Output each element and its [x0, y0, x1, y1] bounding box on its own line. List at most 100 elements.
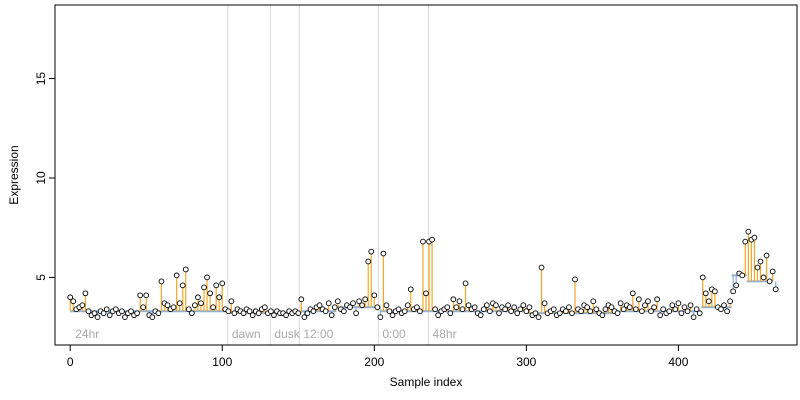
- data-point: [158, 278, 165, 285]
- data-point: [453, 304, 460, 311]
- y-tick-label: 15: [34, 72, 48, 86]
- data-point: [763, 252, 770, 259]
- data-point: [514, 310, 521, 317]
- data-point: [450, 296, 457, 303]
- data-point: [365, 258, 372, 265]
- data-point: [541, 300, 548, 307]
- data-point: [657, 312, 664, 319]
- data-point: [456, 298, 463, 305]
- y-axis-label: Expression: [7, 145, 21, 204]
- data-point: [176, 300, 183, 307]
- data-point: [155, 310, 162, 317]
- data-point: [526, 304, 533, 311]
- data-point: [678, 310, 685, 317]
- data-point: [608, 304, 615, 311]
- data-point: [386, 308, 393, 315]
- data-point: [681, 304, 688, 311]
- data-point: [179, 282, 186, 289]
- data-point: [414, 304, 420, 311]
- data-point: [465, 302, 472, 309]
- data-point: [620, 306, 627, 313]
- data-point: [477, 312, 484, 319]
- region-label: dusk: [274, 327, 300, 341]
- region-divider-lines: [227, 5, 430, 345]
- region-label: 0:00: [382, 327, 406, 341]
- data-point: [754, 264, 761, 271]
- data-point: [261, 304, 268, 311]
- data-point: [642, 302, 648, 309]
- data-point: [769, 268, 776, 275]
- data-point: [231, 310, 238, 317]
- data-point: [459, 306, 466, 313]
- data-point: [505, 302, 511, 309]
- data-point: [745, 228, 752, 235]
- data-point: [629, 290, 636, 297]
- data-point: [590, 298, 597, 305]
- data-point: [496, 310, 502, 317]
- data-point: [377, 314, 384, 321]
- data-point: [705, 298, 712, 305]
- x-axis: 0 100 200 300 400: [67, 345, 689, 369]
- data-point: [423, 290, 429, 297]
- data-point: [420, 238, 426, 245]
- data-point: [471, 304, 478, 311]
- data-point: [271, 312, 277, 319]
- data-point: [508, 308, 514, 315]
- data-point: [614, 310, 621, 317]
- data-point: [599, 312, 606, 319]
- data-point: [626, 304, 633, 311]
- data-point: [523, 308, 530, 315]
- data-point: [195, 294, 201, 301]
- data-point: [85, 308, 92, 315]
- data-points: [67, 228, 779, 321]
- data-point: [70, 298, 77, 305]
- region-label: 24hr: [75, 327, 99, 341]
- data-point: [462, 280, 469, 287]
- data-point: [240, 310, 247, 317]
- data-point: [188, 310, 195, 317]
- data-point: [696, 310, 703, 317]
- data-point: [632, 306, 639, 313]
- data-point: [435, 312, 442, 319]
- data-point: [374, 304, 381, 311]
- data-point: [702, 290, 709, 297]
- data-point: [356, 298, 362, 305]
- data-point: [572, 276, 578, 283]
- data-point: [353, 310, 359, 317]
- data-point: [566, 304, 572, 311]
- data-point: [550, 306, 557, 313]
- data-point: [350, 300, 356, 307]
- data-point: [693, 306, 700, 313]
- data-point: [718, 306, 724, 313]
- data-point: [429, 236, 435, 243]
- data-point: [383, 302, 390, 309]
- data-point: [316, 302, 323, 309]
- data-point: [389, 312, 396, 319]
- data-point: [310, 308, 317, 315]
- data-point: [255, 310, 262, 317]
- data-point: [602, 306, 609, 313]
- data-point: [520, 302, 527, 309]
- data-point: [666, 308, 673, 315]
- data-point: [675, 300, 682, 307]
- data-point: [137, 292, 143, 299]
- data-point: [140, 304, 147, 311]
- data-point: [143, 292, 150, 299]
- data-point: [593, 306, 600, 313]
- data-point: [328, 312, 335, 319]
- data-point: [733, 282, 740, 289]
- y-tick-label: 10: [34, 171, 48, 185]
- data-point: [672, 306, 679, 313]
- data-point: [584, 304, 591, 311]
- data-point: [331, 304, 338, 311]
- data-point: [119, 308, 125, 315]
- data-point: [182, 266, 189, 273]
- data-point: [739, 272, 746, 279]
- data-point: [368, 248, 375, 255]
- region-labels: 24hr dawn dusk 12:00 0:00 48hr: [75, 327, 456, 341]
- data-point: [404, 302, 411, 309]
- data-point: [532, 310, 539, 317]
- data-point: [106, 312, 113, 319]
- data-point: [487, 308, 493, 315]
- region-label: dawn: [232, 327, 261, 341]
